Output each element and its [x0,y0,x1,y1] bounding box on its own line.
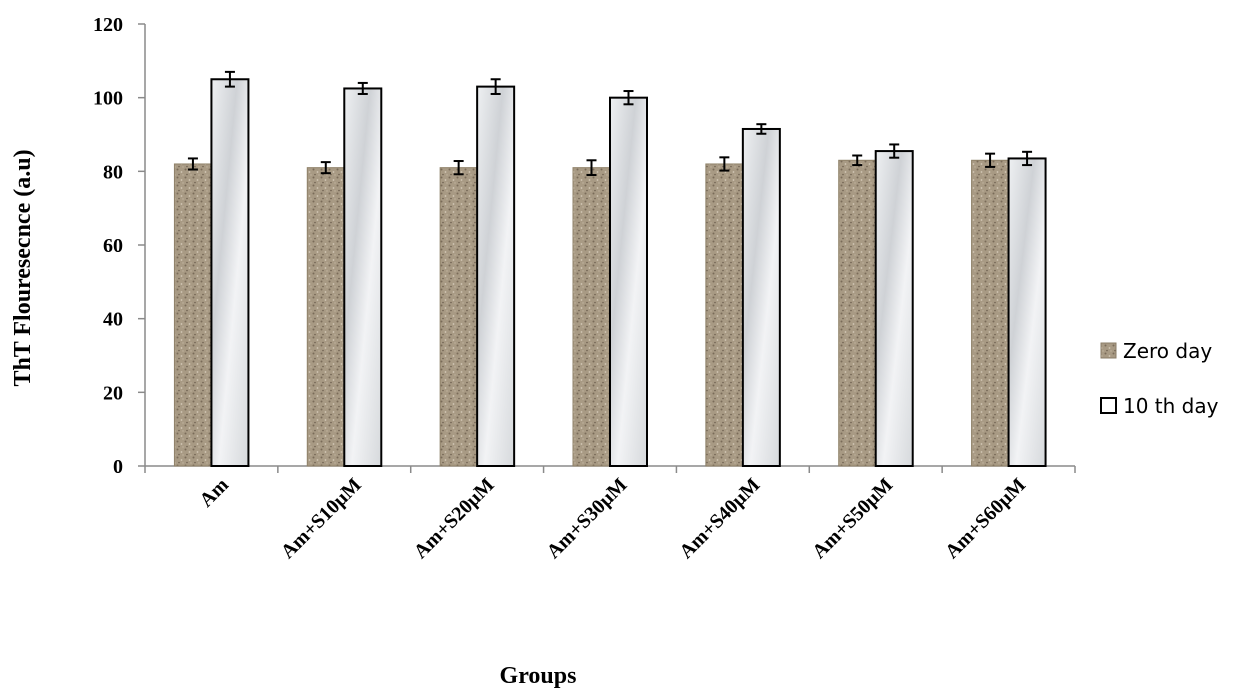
bar-10th-day [741,127,781,467]
bars [173,78,1047,468]
bar-10th-day [874,150,914,467]
y-tick-label: 100 [93,88,123,110]
legend-label-10th-day: 10 th day [1123,394,1219,418]
x-tick-label: Am+S20µM [410,474,499,563]
error-bar [756,123,767,135]
x-axis-title: Groups [500,663,577,689]
error-bar [852,154,863,167]
x-tick-label: Am+S40µM [675,474,764,563]
bar-10th-day [343,87,383,467]
bar-zero-day [306,167,345,467]
y-axis-title: ThT Flouresecnce (a.u) [10,149,36,386]
error-bar [224,70,235,88]
bar-zero-day [572,167,611,467]
error-bar [320,161,331,175]
legend-label-zero-day: Zero day [1123,339,1212,363]
x-tick-label: Am+S10µM [277,474,366,563]
error-bar [985,152,996,168]
error-bar [1022,150,1033,167]
y-tick-label: 20 [103,382,123,404]
x-ticks: Am Am+S10µM Am+S20µM Am+S30µM Am+S40µM Am+S50… [144,466,1076,563]
bar-zero-day [971,159,1010,467]
y-tick-label: 80 [103,161,123,183]
legend-swatch-10th-day [1100,397,1117,414]
legend-swatch-zero-day [1100,342,1117,359]
error-bar [187,157,198,171]
bar-10th-day [476,85,516,467]
error-bar [623,90,634,106]
error-bar [490,78,501,95]
x-tick-label: Am [195,474,233,512]
y-tick-label: 40 [103,309,123,331]
error-bars [187,70,1033,177]
bar-zero-day [439,167,478,467]
bar-10th-day [210,78,250,467]
error-bar [719,156,730,172]
error-bar [889,143,900,159]
bar-zero-day [173,163,212,467]
y-tick-label: 60 [103,235,123,257]
x-tick-label: Am+S60µM [941,474,1030,563]
x-tick-label: Am+S30µM [542,474,631,563]
bar-zero-day [838,159,877,467]
error-bar [586,159,597,177]
bar-10th-day [609,96,648,468]
bar-zero-day [705,163,744,467]
y-tick-label: 120 [93,14,123,36]
error-bar [357,81,368,95]
bar-10th-day [1007,157,1047,467]
x-tick-label: Am+S50µM [808,474,897,563]
y-tick-label: 0 [113,456,123,478]
legend: Zero day 10 th day [1100,339,1219,418]
y-ticks: 0 20 40 60 80 100 120 [93,14,145,478]
error-bar [453,160,464,176]
